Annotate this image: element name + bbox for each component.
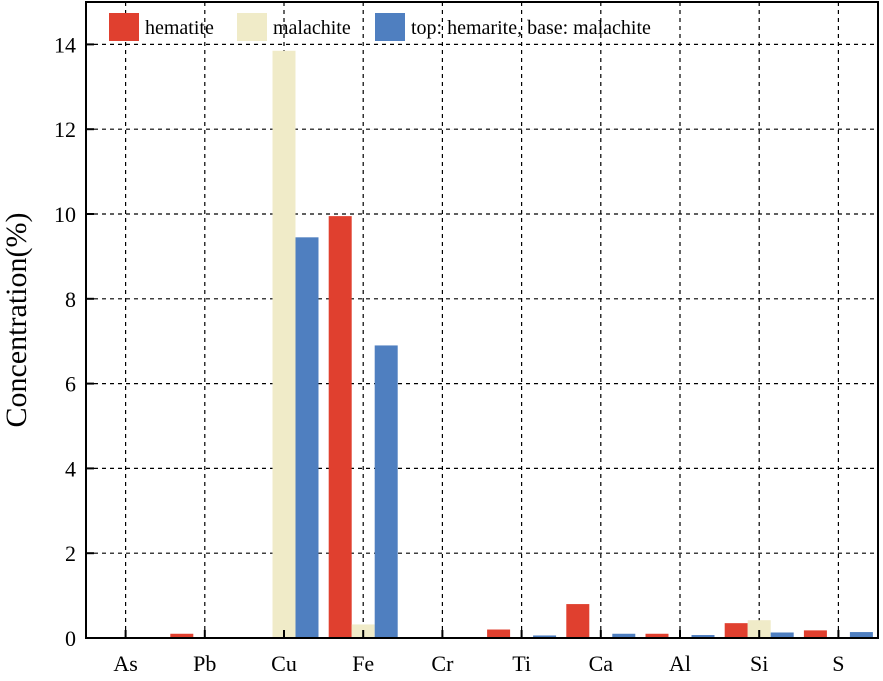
axis-ticks: 0 2 4 6 8 10 12 14 As Pb Cu Fe Cr Ti Ca Al Si S: [54, 32, 845, 676]
bar-hematite-ca: [566, 604, 590, 638]
bar-hematite-al: [645, 633, 669, 638]
bar-top-hemarite-base-malachite-ti: [533, 635, 557, 638]
x-tick-label: As: [113, 651, 137, 676]
x-tick-label: Fe: [352, 651, 374, 676]
y-tick-label: 14: [54, 32, 76, 57]
y-axis-title: Concentration(%): [0, 213, 33, 428]
legend-label: top: hemarite, base: malachite: [411, 17, 651, 39]
x-tick-label: S: [832, 651, 844, 676]
y-tick-label: 10: [54, 202, 76, 227]
x-tick-label: Cr: [431, 651, 454, 676]
x-tick-label: Si: [750, 651, 768, 676]
y-tick-label: 0: [65, 626, 76, 651]
bar-top-hemarite-base-malachite-s: [849, 632, 873, 638]
y-tick-label: 2: [65, 541, 76, 566]
legend-swatch: [237, 13, 267, 41]
y-tick-label: 6: [65, 372, 76, 397]
legend-label: hematite: [145, 17, 214, 39]
x-tick-label: Ca: [589, 651, 614, 676]
bar-malachite-cu: [272, 50, 296, 638]
legend-swatch: [109, 13, 139, 41]
bar-hematite-ti: [487, 629, 511, 638]
bar-top-hemarite-base-malachite-al: [691, 635, 715, 638]
bar-hematite-si: [724, 623, 748, 638]
bar-top-hemarite-base-malachite-cu: [295, 237, 319, 638]
y-tick-label: 12: [54, 117, 76, 142]
y-tick-label: 4: [65, 456, 76, 481]
x-tick-label: Cu: [271, 651, 297, 676]
bar-top-hemarite-base-malachite-fe: [374, 345, 398, 638]
bars: [170, 50, 873, 638]
bar-hematite-pb: [170, 633, 194, 638]
x-tick-label: Pb: [193, 651, 216, 676]
bar-hematite-s: [803, 630, 827, 638]
bar-top-hemarite-base-malachite-ca: [612, 633, 636, 638]
legend: hematite malachite top: hemarite, base: ma…: [109, 13, 651, 41]
x-tick-label: Ti: [512, 651, 531, 676]
y-tick-label: 8: [65, 287, 76, 312]
plot-frame: [85, 1, 879, 639]
bar-malachite-si: [747, 620, 771, 638]
legend-label: malachite: [273, 17, 351, 39]
legend-swatch: [375, 13, 405, 41]
x-tick-label: Al: [669, 651, 691, 676]
grid: [86, 2, 878, 638]
bar-top-hemarite-base-malachite-si: [770, 632, 794, 638]
bar-hematite-fe: [328, 216, 352, 638]
